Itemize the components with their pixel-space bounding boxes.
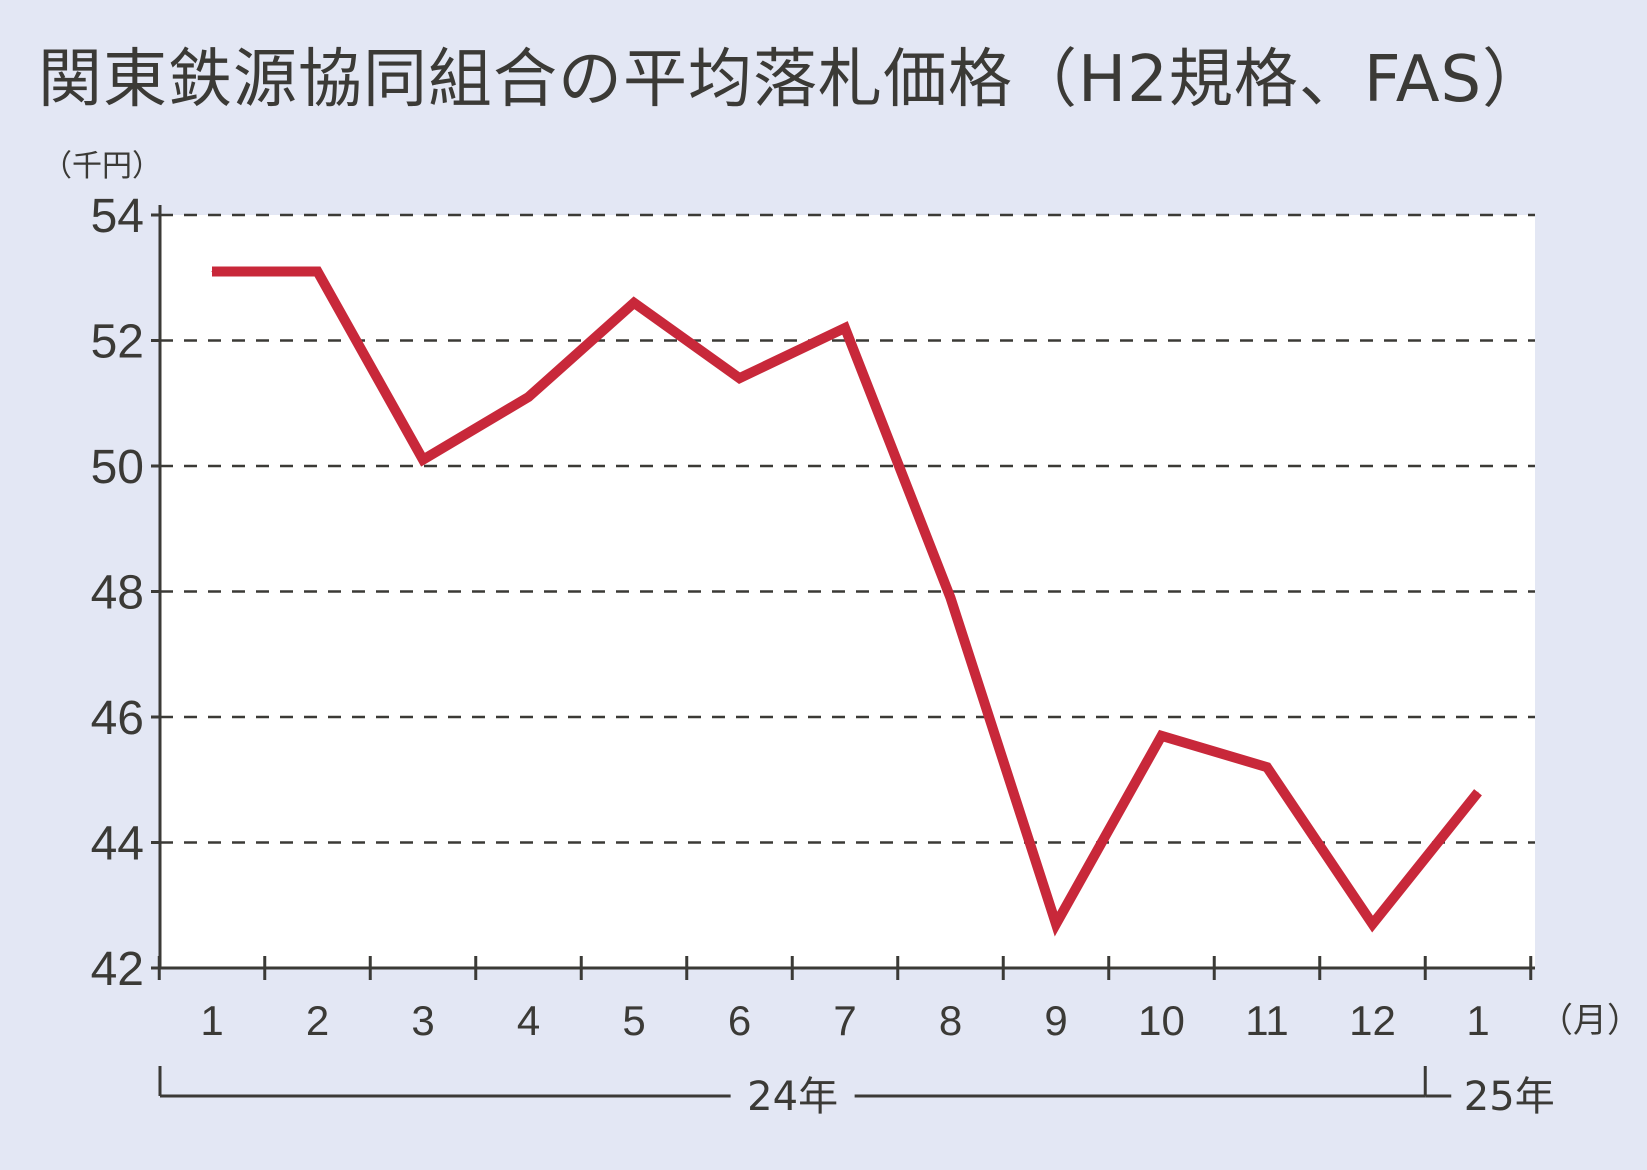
data-point-7 bbox=[950, 597, 951, 599]
y-tick-label-54: 54 bbox=[91, 190, 144, 243]
y-tick-label-46: 46 bbox=[91, 692, 144, 745]
data-point-12 bbox=[1477, 791, 1479, 793]
x-axis-unit: （月） bbox=[1539, 1001, 1641, 1041]
x-tick-label-10: 11 bbox=[1245, 997, 1289, 1044]
x-tick-label-11: 12 bbox=[1349, 997, 1396, 1044]
data-point-10 bbox=[1266, 766, 1268, 768]
data-point-11 bbox=[1372, 923, 1373, 925]
x-tick-label-5: 6 bbox=[728, 997, 751, 1044]
x-tick-label-0: 1 bbox=[200, 997, 223, 1044]
x-tick-label-6: 7 bbox=[833, 997, 856, 1044]
y-tick-label-42: 42 bbox=[91, 943, 144, 996]
year-label-24: 24年 bbox=[747, 1074, 838, 1120]
x-tick-label-3: 4 bbox=[517, 997, 540, 1044]
data-point-6 bbox=[844, 327, 846, 329]
chart-title: 関東鉄源協同組合の平均落札価格（H2規格、FAS） bbox=[38, 43, 1548, 117]
x-tick-label-1: 2 bbox=[306, 997, 329, 1044]
data-point-1 bbox=[317, 270, 318, 272]
data-point-4 bbox=[633, 302, 635, 304]
x-tick-label-8: 9 bbox=[1044, 997, 1067, 1044]
data-point-2 bbox=[422, 459, 424, 461]
x-tick-label-2: 3 bbox=[411, 997, 434, 1044]
y-tick-label-44: 44 bbox=[91, 818, 144, 871]
x-tick-label-9: 10 bbox=[1138, 997, 1185, 1044]
y-tick-label-48: 48 bbox=[91, 567, 144, 620]
data-point-8 bbox=[1055, 923, 1057, 925]
axes bbox=[151, 205, 1535, 1098]
series-layer bbox=[211, 266, 1482, 937]
x-tick-label-12: 1 bbox=[1466, 997, 1489, 1044]
data-point-9 bbox=[1161, 735, 1162, 737]
y-tick-label-50: 50 bbox=[91, 441, 144, 494]
y-axis-unit: （千円） bbox=[42, 149, 162, 184]
y-tick-label-52: 52 bbox=[91, 316, 144, 369]
data-point-0 bbox=[211, 270, 213, 272]
x-tick-label-7: 8 bbox=[939, 997, 962, 1044]
year-label-25: 25年 bbox=[1464, 1074, 1555, 1120]
data-point-5 bbox=[739, 377, 740, 379]
x-tick-label-4: 5 bbox=[622, 997, 645, 1044]
data-point-3 bbox=[528, 396, 529, 398]
